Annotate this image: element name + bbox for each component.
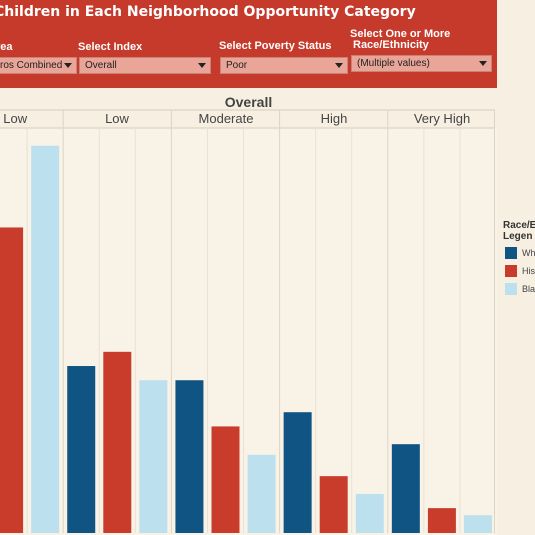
race-select[interactable]: (Multiple values) [351,55,492,72]
poverty-select-value: Poor [226,60,248,71]
legend-swatch-hispanic [505,265,517,277]
bar-white-very-high [391,444,420,533]
bar-black-low [139,380,168,533]
race-filter-label-line1: Select One or More [350,28,451,40]
chevron-down-icon [198,63,206,68]
legend-label-hispanic: His [522,266,535,276]
bar-hispanic-moderate [211,426,240,533]
bar-white-moderate [175,380,204,533]
race-filter-label-line2: Race/Ethnicity [353,39,429,51]
bar-black-high [355,493,384,533]
index-select[interactable]: Overall [79,57,211,74]
category-label-very-low: ry Low [0,111,28,126]
bar-black-moderate [247,454,276,533]
dashboard-title: Children in Each Neighborhood Opportunit… [0,4,416,20]
chevron-down-icon [335,63,343,68]
legend-swatch-white [505,247,517,259]
legend-swatch-black [505,283,517,295]
chevron-down-icon [64,63,72,68]
bar-black-very-low [31,145,60,533]
legend-item-white[interactable]: Wh [505,247,535,261]
legend-item-black[interactable]: Bla [505,283,535,297]
bar-hispanic-very-low [0,227,24,533]
poverty-select[interactable]: Poor [220,57,348,74]
bar-black-very-high [463,515,492,533]
index-select-value: Overall [85,60,117,71]
index-filter-label: Select Index [78,41,143,53]
area-select[interactable]: ros Combined [0,57,77,74]
area-select-value: ros Combined [0,60,63,71]
legend-title-line2: Legen [503,231,533,242]
bar-hispanic-low [103,351,132,533]
legend-label-black: Bla [522,284,535,294]
legend-item-hispanic[interactable]: His [505,265,535,279]
chart-title: Overall [224,94,273,110]
poverty-filter-label: Select Poverty Status [219,40,332,52]
category-label-very-high: Very High [413,111,471,126]
bar-hispanic-very-high [427,508,456,533]
filter-header: Children in Each Neighborhood Opportunit… [0,0,497,88]
bar-white-high [283,412,312,533]
bar-hispanic-high [319,476,348,533]
area-filter-label: rea [0,41,13,53]
race-select-value: (Multiple values) [357,58,430,69]
chevron-down-icon [479,61,487,66]
legend-title-line1: Race/E [503,220,535,231]
legend-label-white: Wh [522,248,535,258]
category-label-high: High [320,111,348,126]
legend-title: Race/E Legen [503,220,535,242]
category-label-low: Low [105,111,129,126]
bar-white-low [67,366,96,533]
category-label-moderate: Moderate [198,111,254,126]
